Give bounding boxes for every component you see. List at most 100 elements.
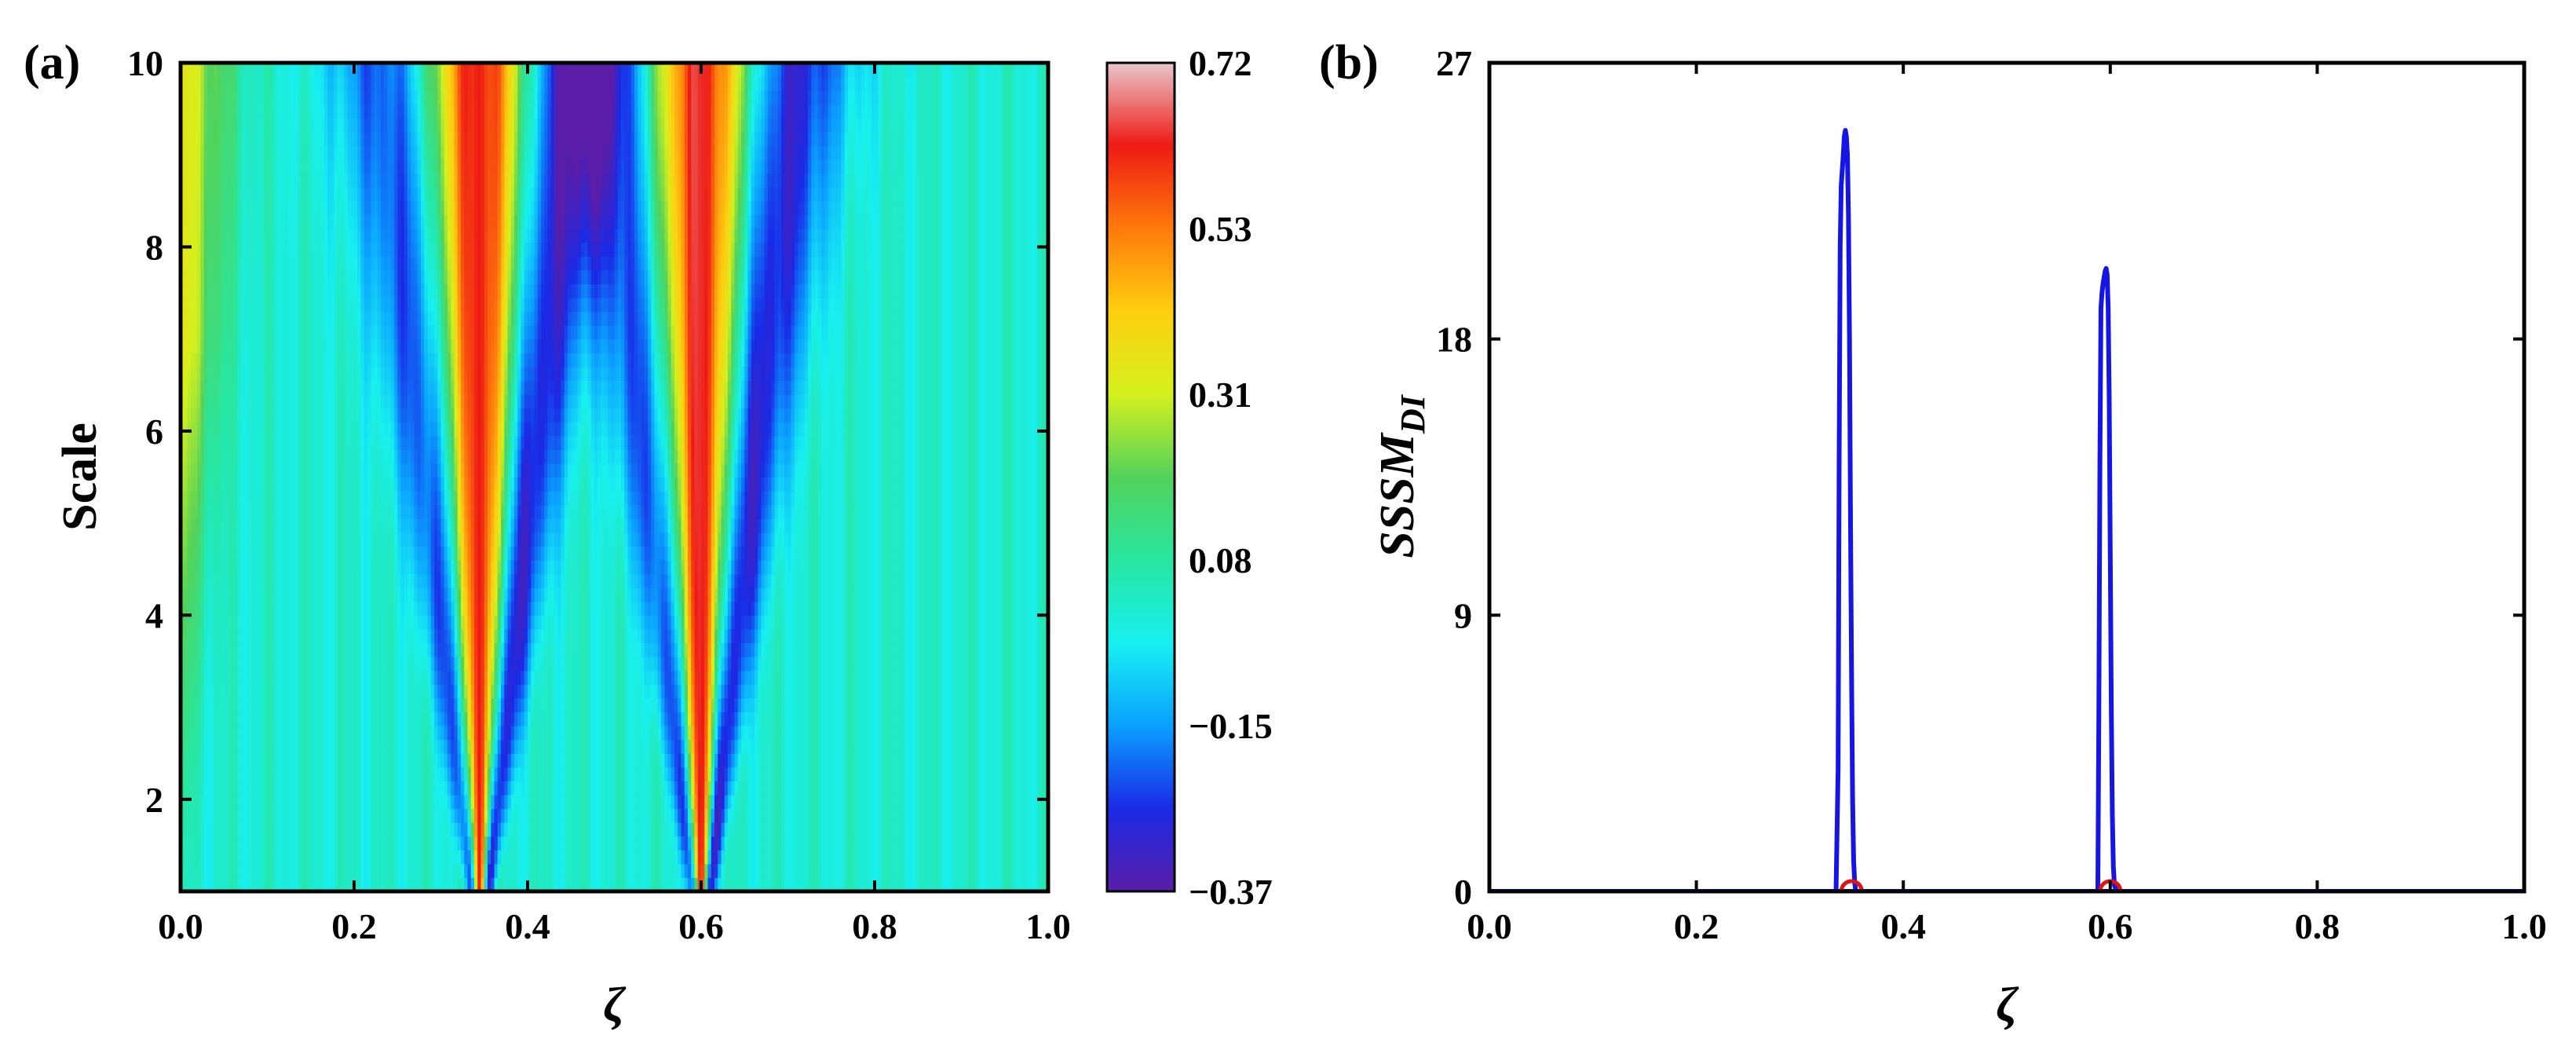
heatmap-cell bbox=[911, 642, 915, 657]
heatmap-cell bbox=[597, 753, 602, 768]
heatmap-cell bbox=[808, 850, 812, 865]
heatmap-cell bbox=[547, 877, 552, 891]
heatmap-cell bbox=[611, 822, 616, 837]
heatmap-cell bbox=[470, 684, 475, 699]
heatmap-cell bbox=[948, 781, 952, 796]
heatmap-cell bbox=[240, 642, 245, 657]
heatmap-cell bbox=[221, 850, 225, 865]
heatmap-cell bbox=[1008, 766, 1012, 781]
heatmap-cell bbox=[988, 628, 992, 644]
heatmap-cell bbox=[400, 794, 405, 810]
heatmap-cell bbox=[327, 836, 331, 851]
heatmap-cell bbox=[304, 670, 309, 685]
heatmap-cell bbox=[951, 822, 955, 837]
heatmap-cell bbox=[577, 794, 582, 810]
heatmap-cell bbox=[871, 808, 875, 823]
heatmap-cell bbox=[407, 684, 411, 699]
heatmap-cell bbox=[764, 781, 769, 796]
heatmap-cell bbox=[337, 670, 342, 685]
heatmap-cell bbox=[467, 877, 472, 891]
heatmap-cell bbox=[604, 739, 608, 754]
heatmap-cell bbox=[934, 739, 939, 754]
heatmap-cell bbox=[510, 808, 515, 823]
heatmap-cell bbox=[875, 753, 879, 768]
heatmap-cell bbox=[641, 781, 645, 796]
heatmap-cell bbox=[310, 615, 315, 630]
heatmap-cell bbox=[744, 739, 749, 754]
heatmap-cell bbox=[254, 781, 258, 796]
heatmap-cell bbox=[400, 850, 405, 865]
heatmap-cell bbox=[581, 657, 585, 671]
heatmap-cell bbox=[611, 877, 616, 891]
heatmap-cell bbox=[501, 766, 505, 781]
heatmap-cell bbox=[341, 615, 345, 630]
heatmap-cell bbox=[464, 739, 469, 754]
heatmap-cell bbox=[417, 863, 422, 879]
heatmap-cell bbox=[314, 822, 318, 837]
heatmap-cell bbox=[998, 684, 1003, 699]
heatmap-cell bbox=[197, 642, 202, 657]
heatmap-cell bbox=[307, 877, 312, 891]
heatmap-cell bbox=[897, 794, 902, 810]
heatmap-cell bbox=[801, 877, 806, 891]
heatmap-cell bbox=[667, 794, 672, 810]
heatmap-cell bbox=[347, 615, 352, 630]
heatmap-cell bbox=[437, 877, 442, 891]
heatmap-cell bbox=[344, 794, 349, 810]
heatmap-cell bbox=[581, 697, 585, 713]
heatmap-cell bbox=[444, 822, 448, 837]
heatmap-cell bbox=[568, 697, 572, 713]
heatmap-cell bbox=[688, 781, 692, 796]
heatmap-cell bbox=[534, 753, 539, 768]
heatmap-cell bbox=[831, 712, 835, 726]
heatmap-cell bbox=[451, 657, 455, 671]
heatmap-cell bbox=[590, 657, 595, 671]
heatmap-cell bbox=[821, 684, 825, 699]
heatmap-cell bbox=[394, 808, 398, 823]
heatmap-cell bbox=[294, 657, 298, 671]
heatmap-cell bbox=[804, 850, 809, 865]
heatmap-cell bbox=[414, 808, 418, 823]
heatmap-cell bbox=[777, 726, 782, 741]
heatmap-cell bbox=[694, 781, 699, 796]
heatmap-cell bbox=[474, 877, 478, 891]
heatmap-cell bbox=[724, 670, 729, 685]
heatmap-cell bbox=[601, 726, 605, 741]
heatmap-cell bbox=[924, 850, 929, 865]
heatmap-cell bbox=[1014, 808, 1019, 823]
heatmap-cell bbox=[871, 850, 875, 865]
heatmap-cell bbox=[528, 794, 532, 810]
heatmap-cell bbox=[664, 684, 669, 699]
heatmap-cell bbox=[795, 822, 798, 837]
heatmap-cell bbox=[961, 753, 966, 768]
heatmap-cell bbox=[470, 739, 475, 754]
heatmap-cell bbox=[377, 808, 382, 823]
heatmap-cell bbox=[751, 863, 755, 879]
heatmap-cell bbox=[848, 781, 852, 796]
heatmap-cell bbox=[521, 808, 525, 823]
heatmap-cell bbox=[347, 863, 352, 879]
heatmap-cell bbox=[771, 726, 776, 741]
heatmap-cell bbox=[958, 766, 963, 781]
heatmap-cell bbox=[287, 657, 291, 671]
heatmap-cell bbox=[267, 808, 272, 823]
heatmap-cell bbox=[377, 657, 382, 671]
heatmap-cell bbox=[857, 766, 862, 781]
heatmap-cell bbox=[1025, 628, 1029, 644]
heatmap-cell bbox=[777, 697, 782, 713]
heatmap-cell bbox=[537, 822, 542, 837]
heatmap-cell bbox=[237, 726, 242, 741]
heatmap-cell bbox=[934, 794, 939, 810]
heatmap-cell bbox=[448, 766, 451, 781]
heatmap-cell bbox=[314, 877, 318, 891]
heatmap-cell bbox=[801, 836, 806, 851]
heatmap-cell bbox=[844, 794, 849, 810]
heatmap-cell bbox=[184, 836, 188, 851]
heatmap-cell bbox=[737, 794, 742, 810]
heatmap-cell bbox=[237, 794, 242, 810]
heatmap-cell bbox=[521, 642, 525, 657]
heatmap-cell bbox=[894, 712, 899, 726]
heatmap-cell bbox=[857, 670, 862, 685]
heatmap-cell bbox=[897, 642, 902, 657]
heatmap-cell bbox=[524, 697, 528, 713]
